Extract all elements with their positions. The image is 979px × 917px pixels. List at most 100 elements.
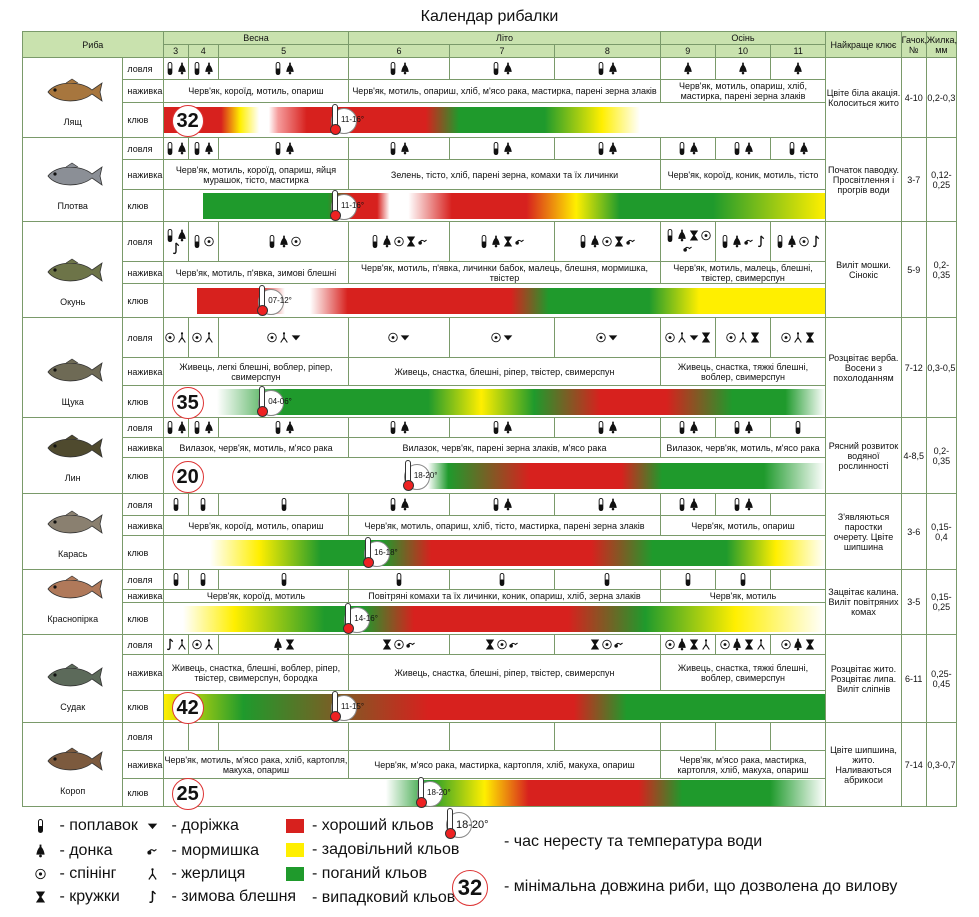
catch-cell [448,57,556,80]
float-icon [192,421,202,434]
spawn-temp: 04-06° [268,396,292,406]
catch-cell [217,569,350,590]
bite-gradient-bar [209,539,826,566]
float-icon [479,235,489,248]
float-icon [388,142,398,155]
bait-spring: Живець, легкі блешні, воблер, ріпер, сви… [162,357,350,386]
min-length-badge: 20 [171,460,204,493]
bait-spring: Черв'як, короїд, мотиль, опариш [162,515,350,536]
float-icon [171,573,181,586]
row-label-bite: клюв [122,535,164,570]
bottom-tackle-icon [608,142,618,155]
legend-item: - випадковий кльов [286,890,455,906]
jig-icon [744,235,754,248]
mug-icon [590,638,600,651]
fish-picture [47,663,103,687]
pike-rig-icon [701,638,711,651]
jig-icon [406,638,416,651]
catch-cell [714,417,772,438]
min-length-badge: 25 [171,777,204,810]
fish-row-catch: Короп ловля Цвіте шипшина, жито. Наливають… [21,722,958,807]
mug-icon [285,638,295,651]
bottom-tackle-icon [400,142,410,155]
pike-rig-icon [738,331,748,344]
float-icon [171,498,181,511]
catch-cell [187,417,219,438]
fish-name: Судак [60,702,86,712]
catch-cell [770,569,827,590]
catch-cell [217,317,350,358]
fish-picture [47,358,103,382]
winter-lure-icon [165,638,175,651]
fish-row-bite: клюв 42 11-15° [23,690,957,724]
catch-cell [770,634,827,655]
bite-cell: 11-16° [162,189,827,222]
fish-row-bite: клюв 20 18-20° [23,457,957,494]
fish-name: Лин [64,473,81,483]
spinning-icon [799,235,809,248]
catch-cell [659,57,716,80]
fish-row-catch: Лящ ловля Цвіте біла акація. Колоситься жи… [21,57,958,138]
fish-row-bait: наживка Черв'як, мотиль, короїд, опариш, … [23,159,957,190]
legend-item: - донка [34,843,113,859]
header-season-spring: Весна [162,31,350,45]
mug-icon [35,890,46,904]
bait-spring: Черв'як, мотиль, короїд, опариш, яйця му… [162,159,350,190]
catch-cell [162,137,189,160]
bottom-tackle-icon [204,421,214,434]
mug-icon [805,638,815,651]
fish-cell: Окунь [21,221,124,318]
fish-row-bait: наживка Живець, легкі блешні, воблер, ріп… [23,357,957,386]
bottom-tackle-icon [273,638,283,651]
catch-cell [448,137,556,160]
spawn-temp: 14-16° [354,613,378,623]
bottom-tackle-icon [400,62,410,75]
row-label-bait: наживка [122,159,164,190]
fish-cell: Щука [21,317,124,418]
min-length-badge: 35 [171,386,204,419]
spinning-icon [602,638,612,651]
fish-row-bait: наживка Черв'як, мотиль, м'ясо рака, хліб… [23,750,957,779]
float-icon [732,498,742,511]
bite-gradient-bar [315,462,826,489]
catch-cell [770,57,827,80]
bottom-tackle-icon [689,421,699,434]
row-label-bait: наживка [122,589,164,603]
catch-cell [162,221,189,262]
min-length-badge: 42 [171,691,204,724]
row-label-catch: ловля [122,634,164,655]
row-label-bite: клюв [122,778,164,807]
bite-cell: 16-18° [162,535,827,570]
float-icon [720,235,730,248]
spawn-temp: 18-20° [427,787,451,797]
catch-cell [187,493,219,516]
bottom-tackle-icon [732,638,742,651]
bottom-tackle-icon [491,235,501,248]
legend-label: - спінінг [55,865,117,882]
line-size-cell: 0,3-0,7 [925,722,958,807]
float-icon [388,498,398,511]
hook-size-cell: 4-8,5 [900,417,927,494]
line-size-cell: 0,15-0,25 [925,569,958,635]
spinning-icon [388,331,398,344]
bite-gradient-bar [196,287,826,314]
row-label-catch: ловля [122,493,164,516]
legend-min-badge: 32 [452,870,488,906]
row-label-bait: наживка [122,654,164,691]
float-icon [677,142,687,155]
bait-summer: Зелень, тісто, хліб, парені зерна, комах… [348,159,661,190]
float-icon [491,142,501,155]
header-month: 10 [714,44,772,58]
row-label-bait: наживка [122,515,164,536]
catch-cell [714,317,772,358]
jig-icon [614,638,624,651]
bite-gradient-bar [163,693,826,720]
legend-swatch [286,842,304,857]
catch-cell [348,634,450,655]
bait-autumn: Черв'як, мотиль [659,589,827,603]
bite-gradient-bar [183,605,826,632]
mug-icon [406,235,416,248]
legend-swatch [286,866,304,881]
pike-rig-icon [204,638,214,651]
legend-spawn-sample: 18-20° [456,819,489,831]
